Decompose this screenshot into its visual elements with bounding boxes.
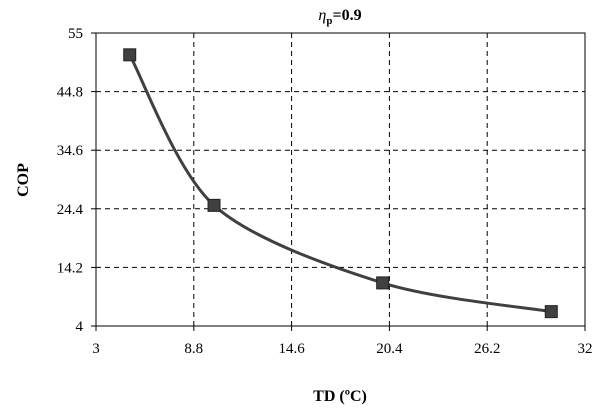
grid-lines	[96, 33, 585, 326]
y-tick-label: 34.6	[57, 143, 84, 159]
title-subscript: p	[326, 15, 332, 27]
x-tick-label: 8.8	[184, 341, 203, 357]
x-axis-title: TD (ºC)	[313, 388, 367, 405]
y-axis-title: COP	[15, 163, 32, 197]
y-tick-label: 44.8	[57, 85, 83, 101]
plot-area-frame	[95, 32, 586, 327]
data-point-marker	[123, 48, 137, 62]
y-tick-label: 55	[68, 26, 83, 42]
y-tick-label: 24.4	[57, 202, 84, 218]
series-markers	[123, 48, 558, 319]
axis-ticks	[91, 32, 586, 331]
title-symbol: η	[318, 7, 326, 24]
tick-labels: 3 8.8 14.6 20.4 26.2 32 4 14.2 24.4 34.6 44.8 55	[57, 26, 593, 357]
y-tick-label: 14.2	[57, 260, 83, 276]
x-tick-label: 3	[92, 341, 100, 357]
x-tick-label: 32	[578, 341, 593, 357]
data-point-marker	[544, 305, 558, 319]
chart-title: ηp=0.9	[318, 7, 361, 27]
data-point-marker	[207, 198, 221, 212]
x-tick-label: 20.4	[376, 341, 403, 357]
x-tick-label: 14.6	[278, 341, 305, 357]
data-point-marker	[376, 276, 390, 290]
y-tick-label: 4	[76, 319, 84, 335]
x-tick-label: 26.2	[474, 341, 500, 357]
series-line	[128, 54, 552, 314]
title-value: =0.9	[332, 7, 361, 24]
